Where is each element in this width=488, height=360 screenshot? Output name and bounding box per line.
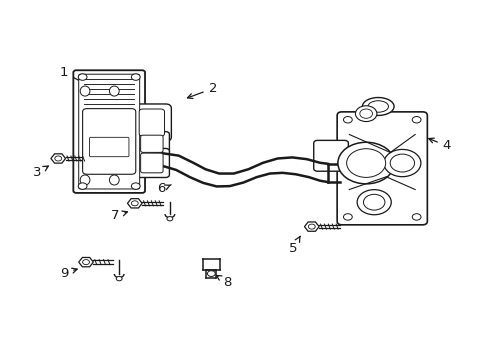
Circle shape: [131, 183, 140, 189]
FancyBboxPatch shape: [89, 137, 129, 157]
FancyBboxPatch shape: [82, 109, 136, 174]
FancyBboxPatch shape: [336, 112, 427, 225]
Text: 7: 7: [111, 210, 127, 222]
Circle shape: [55, 156, 61, 161]
Text: 5: 5: [288, 236, 300, 255]
Ellipse shape: [80, 175, 90, 185]
Circle shape: [356, 190, 390, 215]
Circle shape: [131, 74, 140, 80]
FancyBboxPatch shape: [134, 132, 169, 156]
Text: 6: 6: [157, 183, 171, 195]
Text: 4: 4: [428, 138, 450, 152]
Ellipse shape: [80, 86, 90, 96]
FancyBboxPatch shape: [139, 109, 164, 136]
FancyBboxPatch shape: [134, 148, 169, 177]
Circle shape: [82, 260, 89, 265]
Circle shape: [207, 271, 215, 276]
FancyBboxPatch shape: [141, 153, 163, 173]
FancyBboxPatch shape: [79, 74, 140, 189]
Circle shape: [131, 201, 138, 206]
Text: 8: 8: [216, 275, 231, 289]
Circle shape: [166, 217, 172, 221]
FancyBboxPatch shape: [132, 104, 171, 141]
Circle shape: [78, 183, 87, 189]
Ellipse shape: [109, 175, 119, 185]
Circle shape: [383, 149, 420, 177]
FancyBboxPatch shape: [313, 140, 347, 171]
Ellipse shape: [362, 98, 393, 116]
Circle shape: [78, 74, 87, 80]
Circle shape: [343, 117, 351, 123]
Circle shape: [355, 106, 376, 122]
Circle shape: [363, 194, 384, 210]
FancyBboxPatch shape: [141, 135, 163, 152]
Circle shape: [389, 154, 414, 172]
Circle shape: [337, 142, 394, 184]
Circle shape: [359, 109, 372, 118]
Text: 9: 9: [60, 267, 77, 280]
Ellipse shape: [367, 101, 387, 112]
Text: 1: 1: [60, 66, 97, 90]
Circle shape: [411, 117, 420, 123]
Circle shape: [308, 224, 315, 229]
FancyBboxPatch shape: [73, 70, 145, 193]
Text: 2: 2: [187, 82, 217, 99]
Circle shape: [116, 276, 122, 281]
Circle shape: [346, 149, 385, 177]
Circle shape: [411, 214, 420, 220]
Circle shape: [343, 214, 351, 220]
Text: 3: 3: [33, 166, 48, 179]
Ellipse shape: [109, 86, 119, 96]
